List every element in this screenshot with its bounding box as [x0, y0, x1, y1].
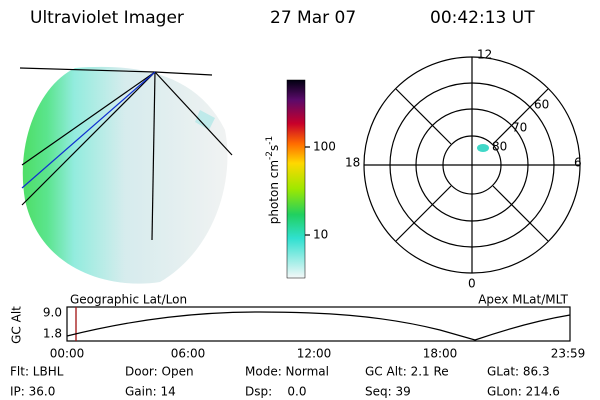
colorbar-label: photon cm-2s-1 [265, 136, 281, 225]
aurora-spot [477, 144, 489, 152]
status-field: Door: Open [125, 365, 194, 379]
lat-label: 70 [512, 121, 527, 135]
title: Ultraviolet Imager [30, 8, 184, 28]
status-field: IP: 36.0 [10, 385, 55, 399]
mlt-line [395, 88, 452, 145]
date: 27 Mar 07 [270, 8, 356, 28]
x-tick-label: 06:00 [171, 347, 206, 361]
geo-lines [19, 67, 233, 241]
x-tick-label: 00:00 [50, 347, 85, 361]
x-tick-label: 18:00 [423, 347, 458, 361]
status-field: GC Alt: 2.1 Re [365, 365, 449, 379]
left-title: Geographic Lat/Lon [70, 293, 187, 307]
mlt-line [492, 185, 549, 242]
y-tick-label: 9.0 [43, 306, 62, 320]
colorbar-tick-label: 10 [313, 228, 328, 242]
mlt-label: 18 [345, 156, 360, 170]
status-field: Dsp: 0.0 [245, 385, 307, 399]
colorbar: 100 10 photon cm-2s-1 [265, 79, 336, 279]
aurora-image [22, 66, 228, 284]
y-tick-label: 1.8 [43, 327, 62, 341]
label-exp: -1 [265, 136, 275, 145]
y-label: GC Alt [10, 306, 24, 344]
polar-plot: 12 18 6 0 60 70 80 [345, 48, 582, 291]
status-field: Gain: 14 [125, 385, 176, 399]
header: Ultraviolet Imager 27 Mar 07 00:42:13 UT [30, 8, 535, 28]
label-text: photon cm [267, 160, 281, 224]
status-field: Seq: 39 [365, 385, 411, 399]
label-unit: s [267, 145, 281, 151]
altitude-curve [66, 311, 571, 341]
image-panel [19, 66, 233, 284]
aurora-patch [195, 110, 215, 130]
mlt-line [395, 185, 452, 242]
mlt-line [492, 88, 549, 145]
lat-label: 60 [534, 98, 549, 112]
status-field: Flt: LBHL [10, 365, 64, 379]
time: 00:42:13 UT [430, 8, 535, 28]
x-tick-label: 12:00 [297, 347, 332, 361]
footer: Flt: LBHL Door: Open Mode: Normal GC Alt: 2… [10, 365, 560, 399]
status-field: Mode: Normal [245, 365, 329, 379]
right-title: Apex MLat/MLT [478, 293, 568, 307]
colorbar-scale [286, 79, 306, 279]
mlt-label: 0 [468, 277, 476, 291]
altitude-plot: Geographic Lat/Lon Apex MLat/MLT GC Alt … [10, 293, 586, 361]
status-field: GLat: 86.3 [487, 365, 550, 379]
mlt-label: 6 [574, 156, 582, 170]
plot-frame [66, 306, 571, 342]
colorbar-tick-label: 100 [313, 140, 336, 154]
label-exp: -2 [265, 151, 275, 160]
mlt-label: 12 [477, 48, 492, 62]
status-field: GLon: 214.6 [487, 385, 560, 399]
x-tick-label: 23:59 [551, 347, 586, 361]
lat-label: 80 [492, 140, 507, 154]
